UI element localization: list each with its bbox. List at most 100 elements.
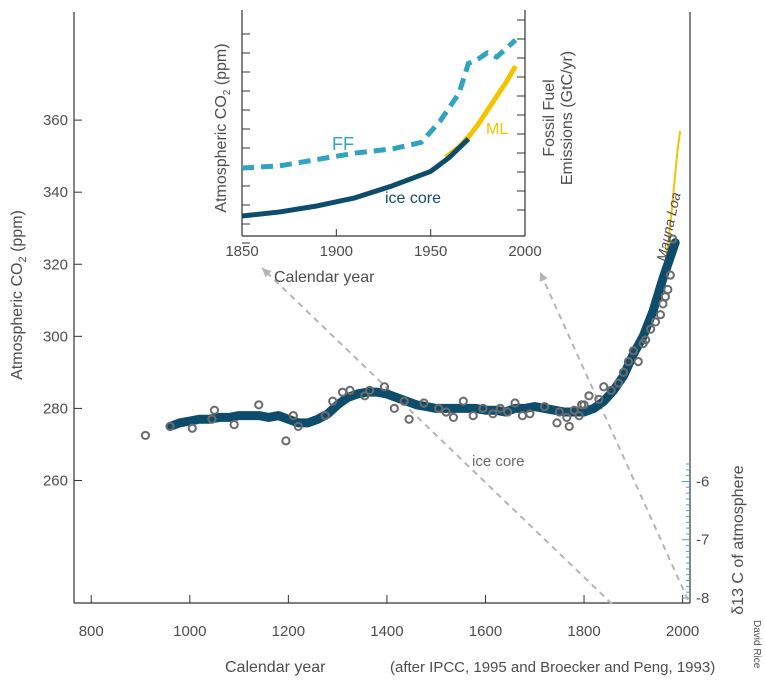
ice-core-point [328,396,338,406]
ice-core-point [434,403,444,414]
ml-annotation: ML [486,121,508,138]
right-tick-label: -6 [696,473,709,490]
ice-core-point [441,407,451,417]
main-series [140,130,682,446]
inset-x-tick-label: 2000 [508,243,541,260]
ice-core-point [320,411,330,421]
ice-core-point [399,396,409,406]
ice-core-point [187,423,197,433]
ice-core-point [360,391,370,401]
ice-core-point [365,385,375,395]
ice-core-point [517,411,528,421]
ice-core-point [207,414,217,424]
y-tick-label: 300 [43,328,68,345]
ice-core-point [660,292,670,302]
ice-core-point [345,385,355,395]
y-tick-label: 320 [43,256,68,273]
ff-annotation: FF [332,134,354,154]
ice-core-point [379,382,390,392]
inset-right-label-2: Emissions (GtC/yr) [559,51,576,185]
credit-text: David Rice [751,620,762,669]
ice-core-point [655,310,666,320]
ice-core-point [628,346,638,356]
ice-core-point [613,378,624,388]
zoom-arrow-left-head [262,268,272,278]
ice-core-point [448,412,459,423]
x-tick-label: 1200 [272,623,305,640]
ice-core-point [618,367,629,377]
inset-series [241,38,518,219]
zoom-arrow-right-head [539,272,548,282]
ice-core-point [510,398,520,408]
inset-x-tick-label: 1950 [414,243,447,260]
ice-core-point [663,284,673,295]
ice-core-point [254,400,264,410]
inset-ice-core-line [241,137,471,219]
ice-core-point [389,403,399,414]
ice-core-point [478,403,488,414]
y-tick-label: 340 [43,184,68,201]
ice-core-point [650,317,661,327]
inset-ice-core-annotation: ice core [385,190,441,207]
ice-core-point [525,409,535,419]
ice-core-point [468,411,478,421]
ice-core-point [658,299,668,309]
ice-core-point [140,430,151,441]
ice-core-point [641,335,651,345]
main-x-axis-label: Calendar year [225,659,326,676]
x-tick-label: 1000 [173,623,206,640]
ice-core-point [594,394,604,404]
y-tick-label: 260 [43,472,68,489]
x-tick-label: 1600 [469,623,502,640]
ice-core-point [337,387,348,397]
ice-core-point [419,398,429,408]
inset-chart: 1850 1900 1950 2000 Atmospheric CO2 (ppm) F… [213,0,576,286]
main-x-ticks: 800 1000 1200 1400 1600 1800 2000 [79,595,699,640]
ice-core-point [503,407,513,417]
ff-line [241,38,518,171]
ice-core-point [209,405,220,415]
x-tick-label: 2000 [666,623,699,640]
ice-core-point [665,270,675,280]
ice-core-point [569,405,579,415]
right-axis-label: δ13 C of atmosphere [730,465,747,615]
ice-core-point [584,391,594,401]
main-y-ticks: 260 280 300 320 340 360 [43,112,82,489]
ice-core-point [564,421,574,432]
y-tick-label: 280 [43,400,68,417]
zoom-arrow-left [261,267,613,605]
ice-core-point [623,356,634,367]
ice-core-point [579,400,589,410]
ice-core-point [293,421,303,432]
ice-core-point [458,396,468,406]
ice-core-point [554,407,565,417]
zoom-arrow-right [539,271,689,601]
inset-right-label-1: Fossil Fuel [541,79,558,156]
inset-x-tick-label: 1900 [320,243,353,260]
y-tick-label: 360 [43,112,68,129]
ice-core-point [633,356,643,367]
inset-x-axis-label: Calendar year [274,269,375,286]
ice-core-point [668,234,678,244]
ice-core-point [645,324,656,334]
right-axis-ticks: -6 -7 -8 [682,463,709,607]
ice-core-point [562,412,572,423]
ice-core-point [404,414,414,424]
ice-core-point [288,411,298,421]
ice-core-point [495,403,505,414]
ice-core-point [552,418,562,428]
ice-core-point [488,409,498,419]
ice-core-point [540,402,550,412]
inset-x-tick-label: 1850 [225,243,258,260]
ice-core-point [606,385,616,395]
zoom-arrows [261,267,689,605]
ice-core-annotation: ice core [472,453,525,470]
ice-core-point [229,420,239,430]
right-tick-label: -7 [696,532,709,549]
x-tick-label: 1400 [370,623,403,640]
right-tick-label: -8 [696,590,709,607]
main-y-axis-label: Atmospheric CO2 (ppm) [9,210,29,380]
ice-core-point [574,411,584,421]
source-note: (after IPCC, 1995 and Broecker and Peng,… [390,659,715,676]
